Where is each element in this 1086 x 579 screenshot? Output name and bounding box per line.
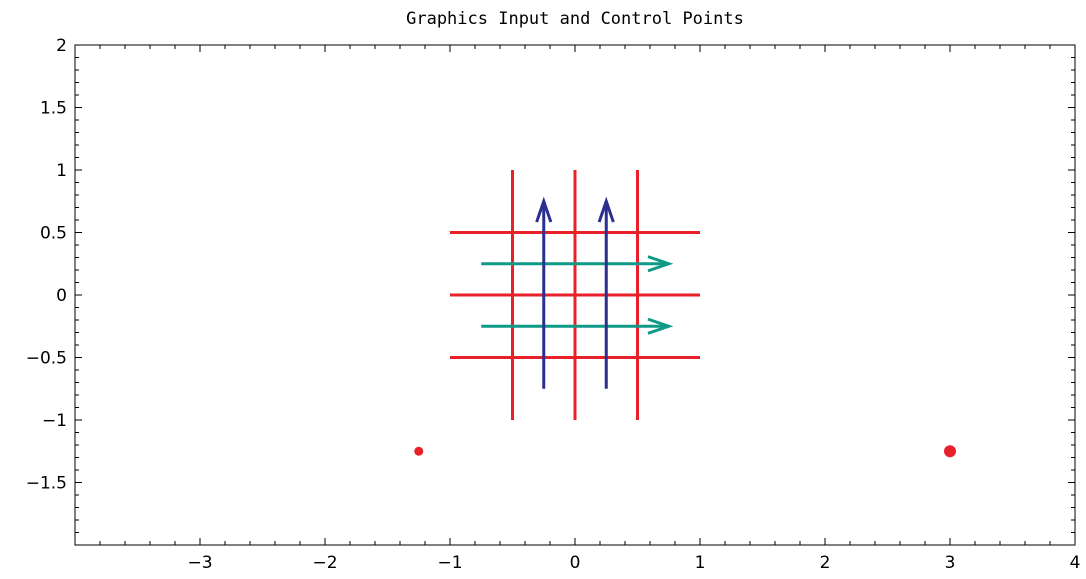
control-point (944, 445, 956, 458)
x-tick-label: 3 (945, 553, 956, 573)
x-tick-label: 1 (695, 553, 706, 573)
horizontal-arrow (481, 255, 674, 273)
x-tick-label: −2 (312, 553, 337, 573)
x-tick-label: −3 (187, 553, 212, 573)
axis-ticks (74, 44, 1076, 546)
x-tick-label: 2 (820, 553, 831, 573)
x-tick-label: −1 (437, 553, 462, 573)
control-point (414, 446, 424, 456)
y-tick-label: 1 (56, 161, 67, 181)
vertical-arrow (535, 196, 553, 389)
axis-tick-labels: −3 −2 −1 0 1 2 3 4 2 1.5 1 0.5 0 −0.5 −1 −1.5 (26, 36, 1081, 573)
chart-title: Graphics Input and Control Points (406, 9, 744, 29)
chart-marks (414, 170, 956, 458)
y-tick-label: 1.5 (40, 99, 67, 119)
y-tick-label: −1.5 (26, 474, 67, 494)
vertical-arrow (597, 196, 615, 389)
x-tick-label: 0 (570, 553, 581, 573)
y-tick-label: 0.5 (40, 224, 67, 244)
x-tick-label: 4 (1070, 553, 1081, 573)
y-tick-label: 0 (56, 286, 67, 306)
y-tick-label: −1 (42, 411, 67, 431)
y-tick-label: 2 (56, 36, 67, 56)
y-tick-label: −0.5 (26, 349, 67, 369)
horizontal-arrow (481, 317, 674, 335)
